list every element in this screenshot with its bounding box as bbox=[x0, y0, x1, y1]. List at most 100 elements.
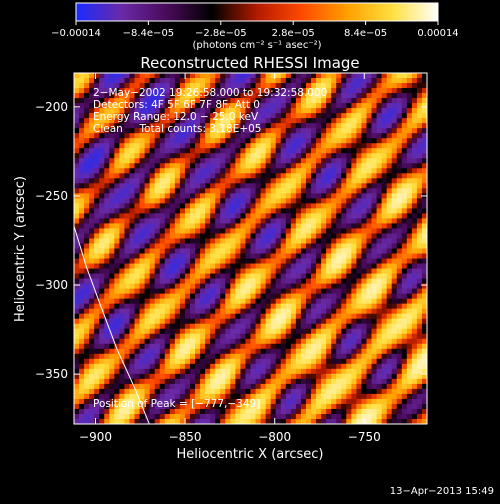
heatmap-cell bbox=[179, 403, 186, 410]
heatmap-cell bbox=[295, 283, 302, 290]
heatmap-cell bbox=[406, 188, 413, 194]
heatmap-cell bbox=[99, 388, 105, 395]
heatmap-cell bbox=[94, 213, 100, 220]
heatmap-cell bbox=[169, 153, 176, 159]
heatmap-cell bbox=[406, 153, 413, 159]
heatmap-cell bbox=[416, 88, 423, 94]
heatmap-cell bbox=[341, 163, 347, 169]
heatmap-cell bbox=[200, 223, 206, 230]
heatmap-cell bbox=[154, 293, 161, 300]
heatmap-cell bbox=[411, 313, 418, 320]
heatmap-cell bbox=[210, 108, 216, 114]
heatmap-cell bbox=[311, 383, 317, 390]
heatmap-cell bbox=[270, 198, 277, 204]
heatmap-cell bbox=[124, 273, 131, 280]
heatmap-cell bbox=[401, 293, 408, 300]
heatmap-cell bbox=[326, 173, 332, 179]
heatmap-cell bbox=[265, 278, 272, 285]
heatmap-cell bbox=[215, 358, 221, 365]
heatmap-cell bbox=[195, 73, 201, 79]
heatmap-cell bbox=[285, 363, 292, 370]
heatmap-cell bbox=[331, 348, 337, 355]
heatmap-cell bbox=[401, 98, 408, 104]
heatmap-cell bbox=[210, 278, 216, 285]
heatmap-cell bbox=[270, 158, 277, 164]
heatmap-cell bbox=[346, 218, 352, 225]
heatmap-cell bbox=[124, 388, 131, 395]
heatmap-cell bbox=[164, 323, 171, 330]
heatmap-cell bbox=[134, 228, 141, 235]
heatmap-cell bbox=[416, 118, 423, 124]
heatmap-cell bbox=[99, 393, 105, 400]
heatmap-cell bbox=[391, 368, 398, 375]
heatmap-cell bbox=[361, 228, 368, 235]
heatmap-cell bbox=[336, 268, 342, 275]
heatmap-cell bbox=[356, 73, 363, 79]
heatmap-cell bbox=[205, 318, 211, 325]
heatmap-cell bbox=[321, 418, 327, 424]
heatmap-cell bbox=[351, 303, 357, 310]
heatmap-cell bbox=[416, 343, 423, 350]
heatmap-cell bbox=[220, 278, 226, 285]
heatmap-cell bbox=[225, 188, 231, 194]
heatmap-cell bbox=[295, 238, 302, 245]
heatmap-cell bbox=[250, 98, 257, 104]
heatmap-cell bbox=[94, 108, 100, 114]
heatmap-cell bbox=[245, 263, 252, 270]
heatmap-cell bbox=[129, 238, 136, 245]
heatmap-cell bbox=[316, 293, 322, 300]
heatmap-cell bbox=[341, 233, 347, 240]
heatmap-cell bbox=[336, 233, 342, 240]
heatmap-cell bbox=[346, 228, 352, 235]
heatmap-cell bbox=[109, 143, 115, 149]
heatmap-cell bbox=[376, 408, 383, 415]
heatmap-cell bbox=[235, 178, 242, 184]
heatmap-cell bbox=[366, 338, 373, 345]
x-axis-title: Heliocentric X (arcsec) bbox=[177, 447, 324, 462]
heatmap-cell bbox=[316, 168, 322, 174]
heatmap-cell bbox=[396, 263, 403, 270]
heatmap-cell bbox=[104, 378, 110, 385]
heatmap-cell bbox=[84, 253, 90, 260]
heatmap-cell bbox=[346, 113, 352, 119]
heatmap-cell bbox=[381, 298, 388, 305]
heatmap-cell bbox=[421, 283, 427, 290]
heatmap-cell bbox=[421, 293, 427, 300]
heatmap-cell bbox=[220, 78, 226, 84]
heatmap-cell bbox=[406, 303, 413, 310]
heatmap-cell bbox=[189, 93, 196, 99]
heatmap-cell bbox=[129, 163, 136, 169]
heatmap-cell bbox=[406, 118, 413, 124]
heatmap-cell bbox=[119, 318, 126, 325]
heatmap-cell bbox=[225, 193, 231, 199]
heatmap-cell bbox=[381, 128, 388, 134]
heatmap-cell bbox=[326, 108, 332, 114]
heatmap-cell bbox=[210, 283, 216, 290]
heatmap-cell bbox=[371, 193, 378, 199]
heatmap-cell bbox=[351, 173, 357, 179]
heatmap-cell bbox=[99, 293, 105, 300]
heatmap-cell bbox=[104, 168, 110, 174]
heatmap-cell bbox=[401, 138, 408, 144]
heatmap-cell bbox=[215, 293, 221, 300]
heatmap-cell bbox=[270, 103, 277, 109]
heatmap-cell bbox=[411, 158, 418, 164]
heatmap-cell bbox=[200, 373, 206, 380]
heatmap-cell bbox=[260, 133, 267, 139]
heatmap-cell bbox=[321, 338, 327, 345]
heatmap-cell bbox=[411, 348, 418, 355]
heatmap-cell bbox=[149, 158, 156, 164]
heatmap-cell bbox=[381, 293, 388, 300]
heatmap-cell bbox=[416, 273, 423, 280]
heatmap-cell bbox=[235, 263, 242, 270]
heatmap-cell bbox=[270, 118, 277, 124]
heatmap-cell bbox=[245, 253, 252, 260]
heatmap-cell bbox=[416, 153, 423, 159]
heatmap-cell bbox=[129, 408, 136, 415]
heatmap-cell bbox=[220, 213, 226, 220]
heatmap-cell bbox=[94, 78, 100, 84]
heatmap-cell bbox=[94, 393, 100, 400]
heatmap-cell bbox=[124, 323, 131, 330]
heatmap-cell bbox=[381, 383, 388, 390]
heatmap-cell bbox=[346, 253, 352, 260]
